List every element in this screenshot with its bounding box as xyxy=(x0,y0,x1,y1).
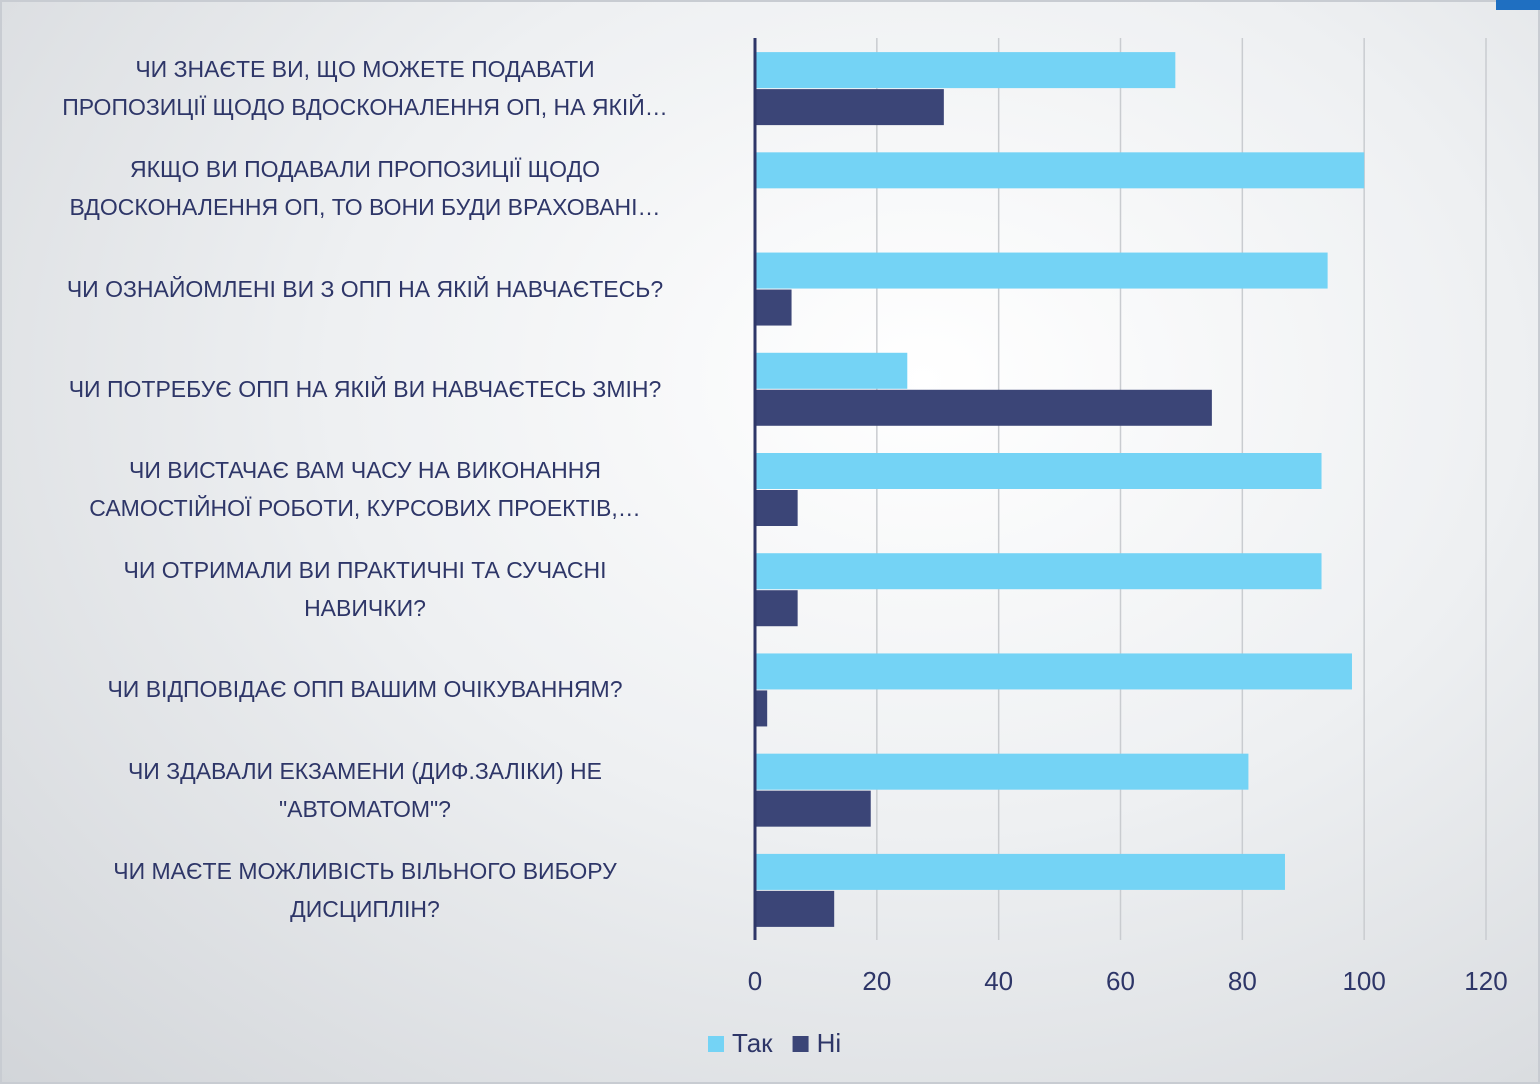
x-tick-label: 120 xyxy=(1464,966,1507,996)
bar xyxy=(755,52,1176,89)
corner xyxy=(1496,0,1540,10)
category-label: ЧИ ПОТРЕБУЄ ОПП НА ЯКІЙ ВИ НАВЧАЄТЕСЬ ЗМ… xyxy=(68,375,662,402)
x-tick-label: 80 xyxy=(1228,966,1257,996)
bar xyxy=(755,790,871,827)
bar xyxy=(755,152,1365,189)
bar xyxy=(755,453,1322,489)
bar xyxy=(755,252,1328,289)
bar xyxy=(755,690,768,727)
x-tick-label: 20 xyxy=(862,966,891,996)
bar xyxy=(755,389,1212,426)
bar xyxy=(755,490,798,526)
category-label: ЧИ ЗДАВАЛИ ЕКЗАМЕНИ (ДИФ.ЗАЛІКИ) НЕ "АВТ… xyxy=(127,757,603,822)
category-label: ЧИ ВІДПОВІДАЄ ОПП ВАШИМ ОЧІКУВАННЯМ? xyxy=(107,676,623,703)
bar xyxy=(755,853,1285,890)
x-tick-label: 0 xyxy=(748,966,762,996)
category-label: ЧИ МАЄТЕ МОЖЛИВІСТЬ ВІЛЬНОГО ВИБОРУ ДИСЦ… xyxy=(113,857,617,922)
x-tick-label: 60 xyxy=(1106,966,1135,996)
x-tick-label: 40 xyxy=(984,966,1013,996)
category-label: ЧИ ОТРИМАЛИ ВИ ПРАКТИЧНІ ТА СУЧАСНІ НАВИ… xyxy=(123,557,607,622)
bar xyxy=(755,590,798,627)
bar xyxy=(755,653,1352,690)
legend-swatch xyxy=(792,1036,809,1052)
category-label: ЯКЩО ВИ ПОДАВАЛИ ПРОПОЗИЦІЇ ЩОДО ВДОСКОН… xyxy=(69,156,661,221)
bar xyxy=(755,553,1322,590)
bar xyxy=(755,352,908,389)
category-label: ЧИ ВИСТАЧАЄ ВАМ ЧАСУ НА ВИКОНАННЯ САМОСТ… xyxy=(89,457,641,521)
bar xyxy=(755,289,792,326)
bar xyxy=(755,753,1249,790)
category-label: ЧИ ЗНАЄТЕ ВИ, ЩО МОЖЕТЕ ПОДАВАТИ ПРОПОЗИ… xyxy=(62,56,668,121)
x-tick-label: 100 xyxy=(1342,966,1385,996)
bar xyxy=(755,890,835,927)
legend-label: Так xyxy=(732,1028,773,1058)
legend-label: Ні xyxy=(817,1028,842,1058)
bar xyxy=(755,89,944,126)
legend-swatch xyxy=(708,1036,724,1052)
category-label: ЧИ ОЗНАЙОМЛЕНІ ВИ З ОПП НА ЯКІЙ НАВЧАЄТЕ… xyxy=(66,275,664,302)
